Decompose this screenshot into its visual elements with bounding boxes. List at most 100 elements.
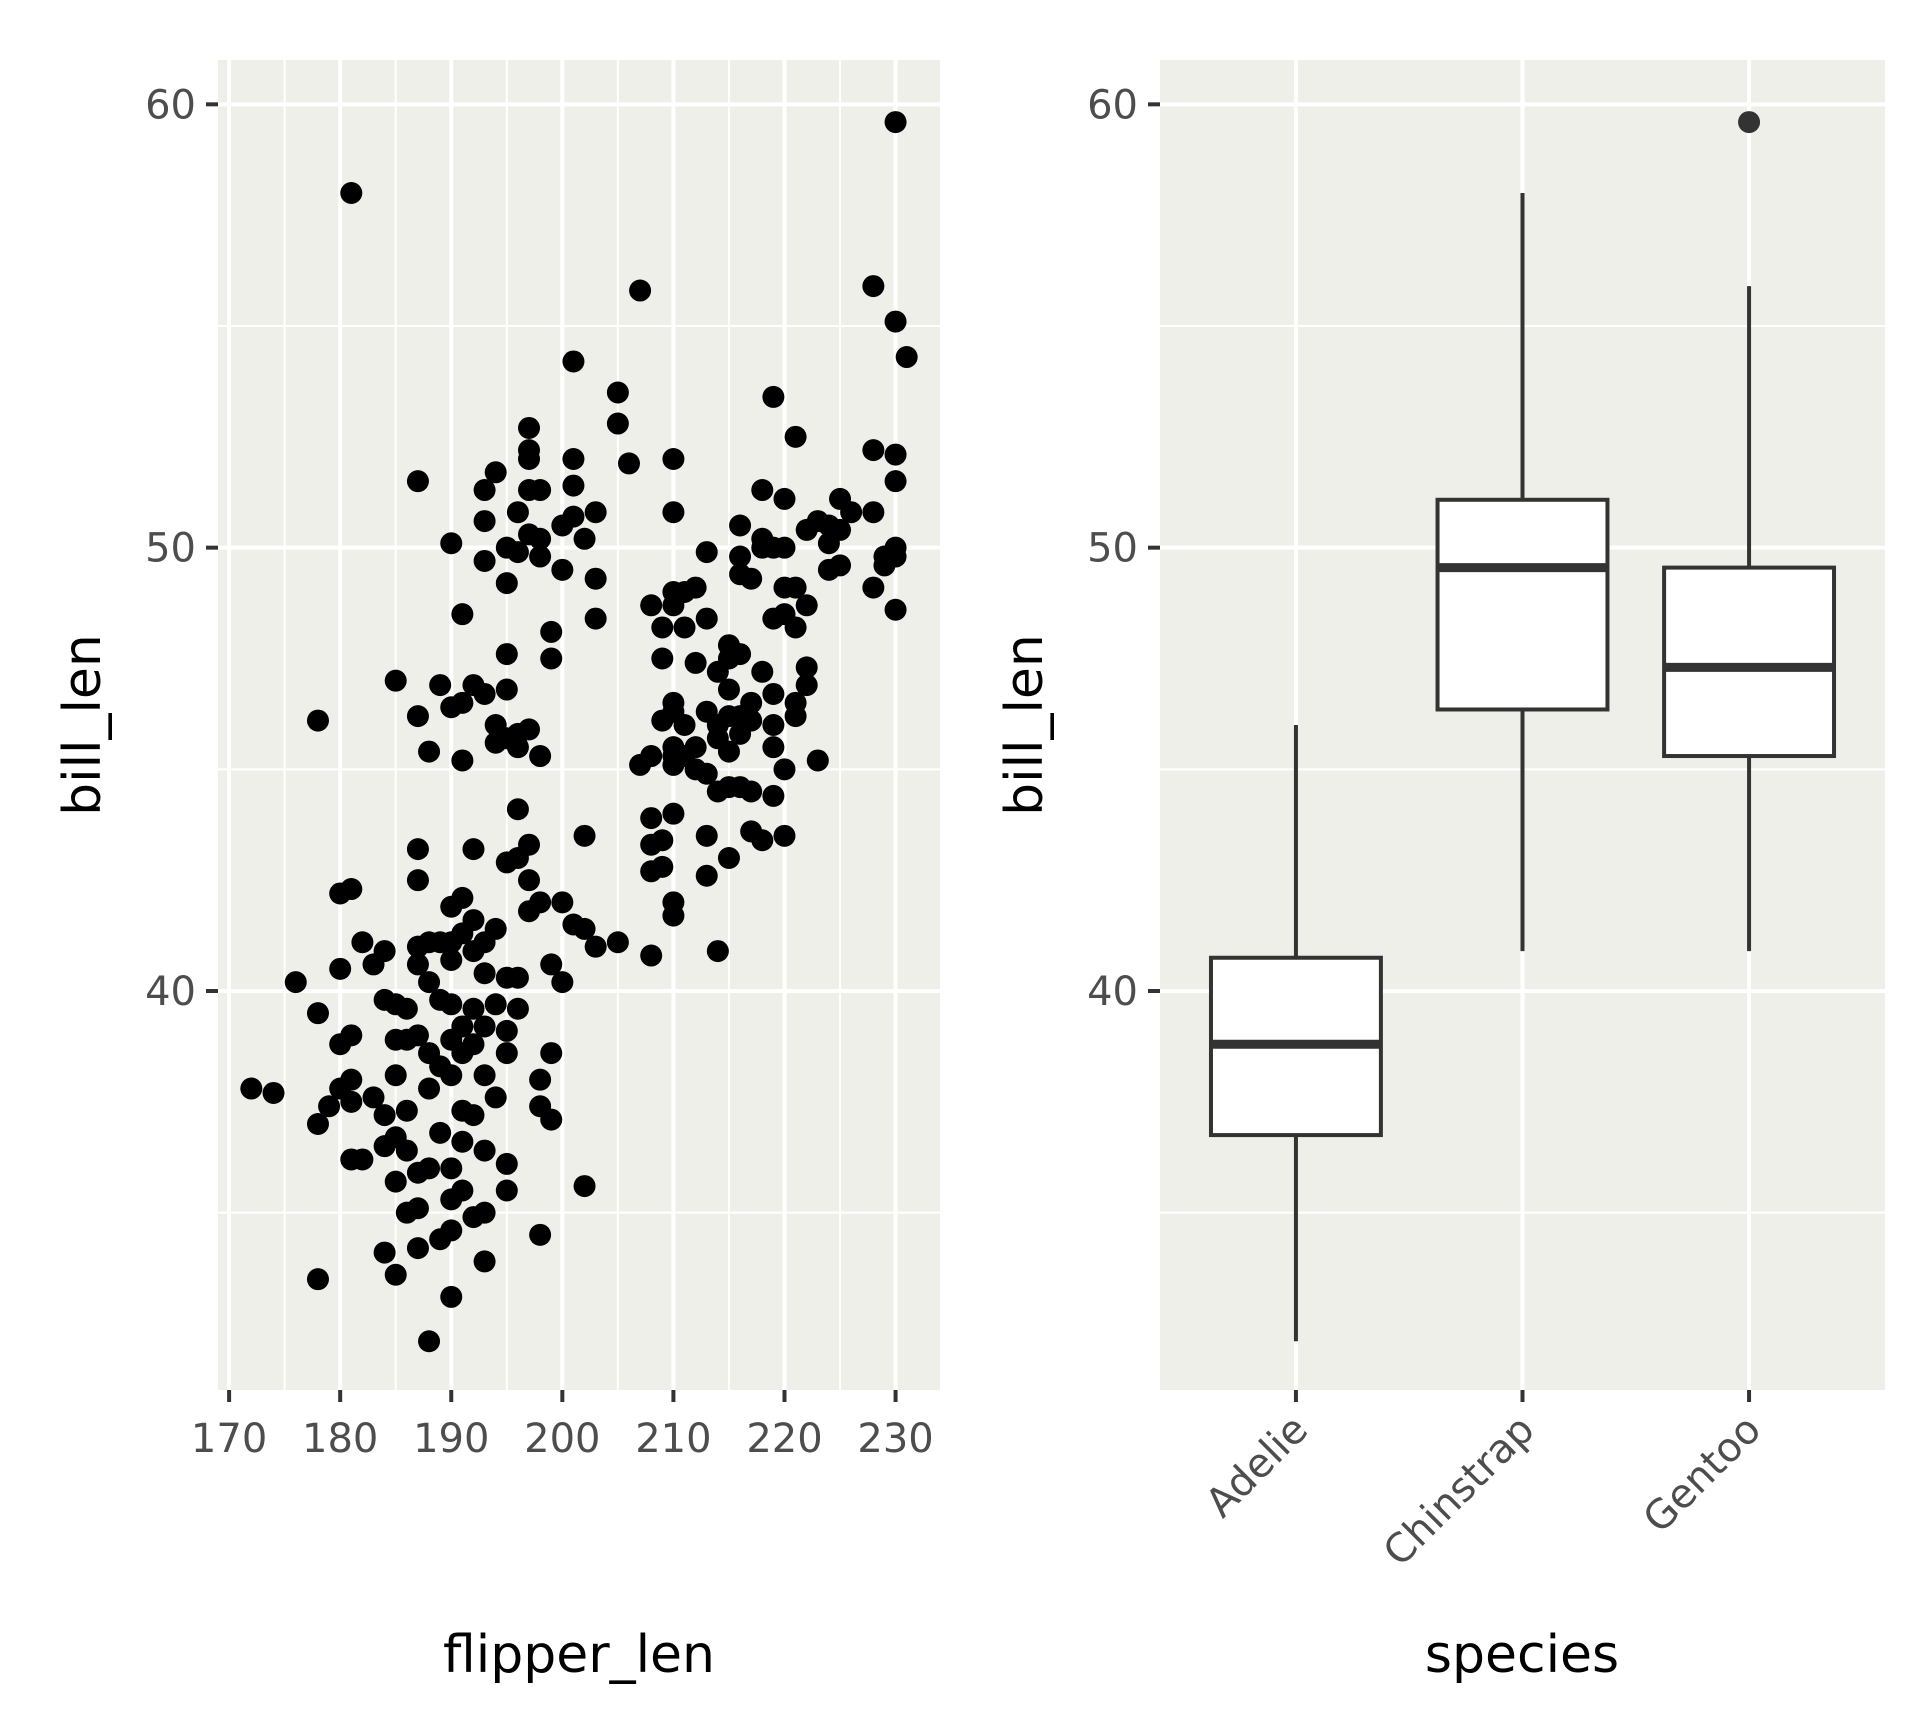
scatter-point bbox=[406, 1237, 429, 1260]
scatter-point bbox=[440, 532, 463, 555]
scatter-point bbox=[773, 536, 796, 559]
scatter-point bbox=[506, 541, 529, 564]
scatter-point bbox=[562, 474, 585, 497]
scatter-point bbox=[662, 691, 685, 714]
scatter-point bbox=[662, 802, 685, 825]
box-y-tick-label: 50 bbox=[1087, 526, 1138, 572]
scatter-point bbox=[862, 576, 885, 599]
scatter-point bbox=[662, 904, 685, 927]
scatter-point bbox=[784, 705, 807, 728]
scatter-point bbox=[884, 598, 907, 621]
scatter-point bbox=[529, 545, 552, 568]
scatter-point bbox=[451, 886, 474, 909]
scatter-point bbox=[662, 501, 685, 524]
scatter-point bbox=[662, 448, 685, 470]
scatter-point bbox=[440, 1285, 463, 1308]
scatter-point bbox=[584, 501, 607, 524]
box-x-tick-label: Gentoo bbox=[1635, 1407, 1770, 1542]
scatter-point bbox=[762, 682, 785, 705]
scatter-point bbox=[584, 607, 607, 630]
scatter-x-tick-label: 180 bbox=[302, 1416, 378, 1462]
scatter-x-tick-label: 200 bbox=[524, 1416, 600, 1462]
scatter-point bbox=[395, 1139, 418, 1162]
scatter-point bbox=[529, 479, 552, 502]
scatter-point bbox=[729, 545, 752, 568]
scatter-point bbox=[340, 1068, 363, 1091]
scatter-point bbox=[551, 891, 574, 914]
scatter-point bbox=[584, 567, 607, 590]
scatter-point bbox=[795, 656, 818, 679]
scatter-point bbox=[451, 691, 474, 714]
box-adelie bbox=[1208, 725, 1383, 1342]
scatter-point bbox=[884, 545, 907, 568]
scatter-point bbox=[495, 572, 518, 595]
scatter-point bbox=[673, 714, 696, 736]
scatter-point bbox=[895, 346, 918, 369]
scatter-point bbox=[884, 111, 907, 134]
scatter-point bbox=[862, 275, 885, 298]
box-iqr bbox=[1435, 497, 1610, 712]
scatter-point bbox=[540, 647, 563, 670]
box-elements bbox=[1208, 111, 1837, 1342]
scatter-point bbox=[451, 603, 474, 626]
scatter-point bbox=[462, 997, 485, 1020]
scatter-x-tick-label: 170 bbox=[191, 1416, 267, 1462]
scatter-point bbox=[418, 1330, 441, 1353]
scatter-point bbox=[462, 1033, 485, 1056]
scatter-x-tick-label: 230 bbox=[857, 1416, 933, 1462]
scatter-point bbox=[440, 1064, 463, 1087]
scatter-point bbox=[640, 944, 663, 967]
scatter-point bbox=[529, 745, 552, 768]
scatter-point bbox=[829, 518, 852, 541]
scatter-point bbox=[506, 966, 529, 989]
scatter-x-tick-label: 220 bbox=[746, 1416, 822, 1462]
scatter-point bbox=[729, 643, 752, 666]
scatter-point bbox=[740, 780, 763, 803]
scatter-point bbox=[762, 714, 785, 736]
scatter-point bbox=[717, 847, 740, 869]
scatter-x-axis-title: flipper_len bbox=[443, 1625, 715, 1685]
scatter-point bbox=[473, 1250, 496, 1273]
scatter-point bbox=[651, 829, 674, 852]
scatter-point bbox=[429, 674, 452, 697]
scatter-point bbox=[406, 953, 429, 976]
scatter-point bbox=[695, 541, 718, 564]
scatter-point bbox=[440, 993, 463, 1016]
scatter-point bbox=[473, 1064, 496, 1087]
scatter-point bbox=[495, 643, 518, 666]
scatter-point bbox=[406, 1024, 429, 1047]
scatter-point bbox=[306, 1268, 329, 1291]
scatter-point bbox=[518, 833, 541, 856]
box-y-axis-title: bill_len bbox=[995, 634, 1055, 816]
scatter-gridlines bbox=[218, 60, 940, 1390]
scatter-point bbox=[473, 1139, 496, 1162]
box-x-tick-label: Chinstrap bbox=[1375, 1407, 1544, 1576]
scatter-x-ticks: 170 180 190 200 210 220 230 bbox=[191, 1390, 934, 1462]
scatter-point bbox=[406, 1197, 429, 1220]
scatter-point bbox=[640, 745, 663, 768]
scatter-point bbox=[529, 891, 552, 914]
scatter-point bbox=[384, 1064, 407, 1087]
scatter-point bbox=[384, 1170, 407, 1193]
scatter-point bbox=[340, 878, 363, 901]
scatter-point bbox=[717, 740, 740, 763]
scatter-point bbox=[684, 736, 707, 759]
box-x-ticks: Adelie Chinstrap Gentoo bbox=[1197, 1390, 1770, 1575]
scatter-point bbox=[606, 412, 629, 435]
scatter-point bbox=[562, 448, 585, 470]
scatter-point bbox=[784, 425, 807, 448]
scatter-points bbox=[240, 111, 918, 1353]
box-chinstrap bbox=[1435, 193, 1610, 952]
scatter-point bbox=[473, 682, 496, 705]
scatter-point bbox=[651, 855, 674, 878]
scatter-point bbox=[695, 824, 718, 847]
box-y-ticks: 40 50 60 bbox=[1087, 82, 1160, 1015]
scatter-point bbox=[418, 1077, 441, 1100]
scatter-point bbox=[751, 829, 774, 852]
scatter-point bbox=[551, 558, 574, 581]
scatter-point bbox=[373, 1104, 396, 1127]
scatter-point bbox=[451, 1179, 474, 1202]
scatter-point bbox=[373, 940, 396, 963]
scatter-point bbox=[384, 669, 407, 692]
scatter-y-ticks: 40 50 60 bbox=[145, 82, 218, 1015]
